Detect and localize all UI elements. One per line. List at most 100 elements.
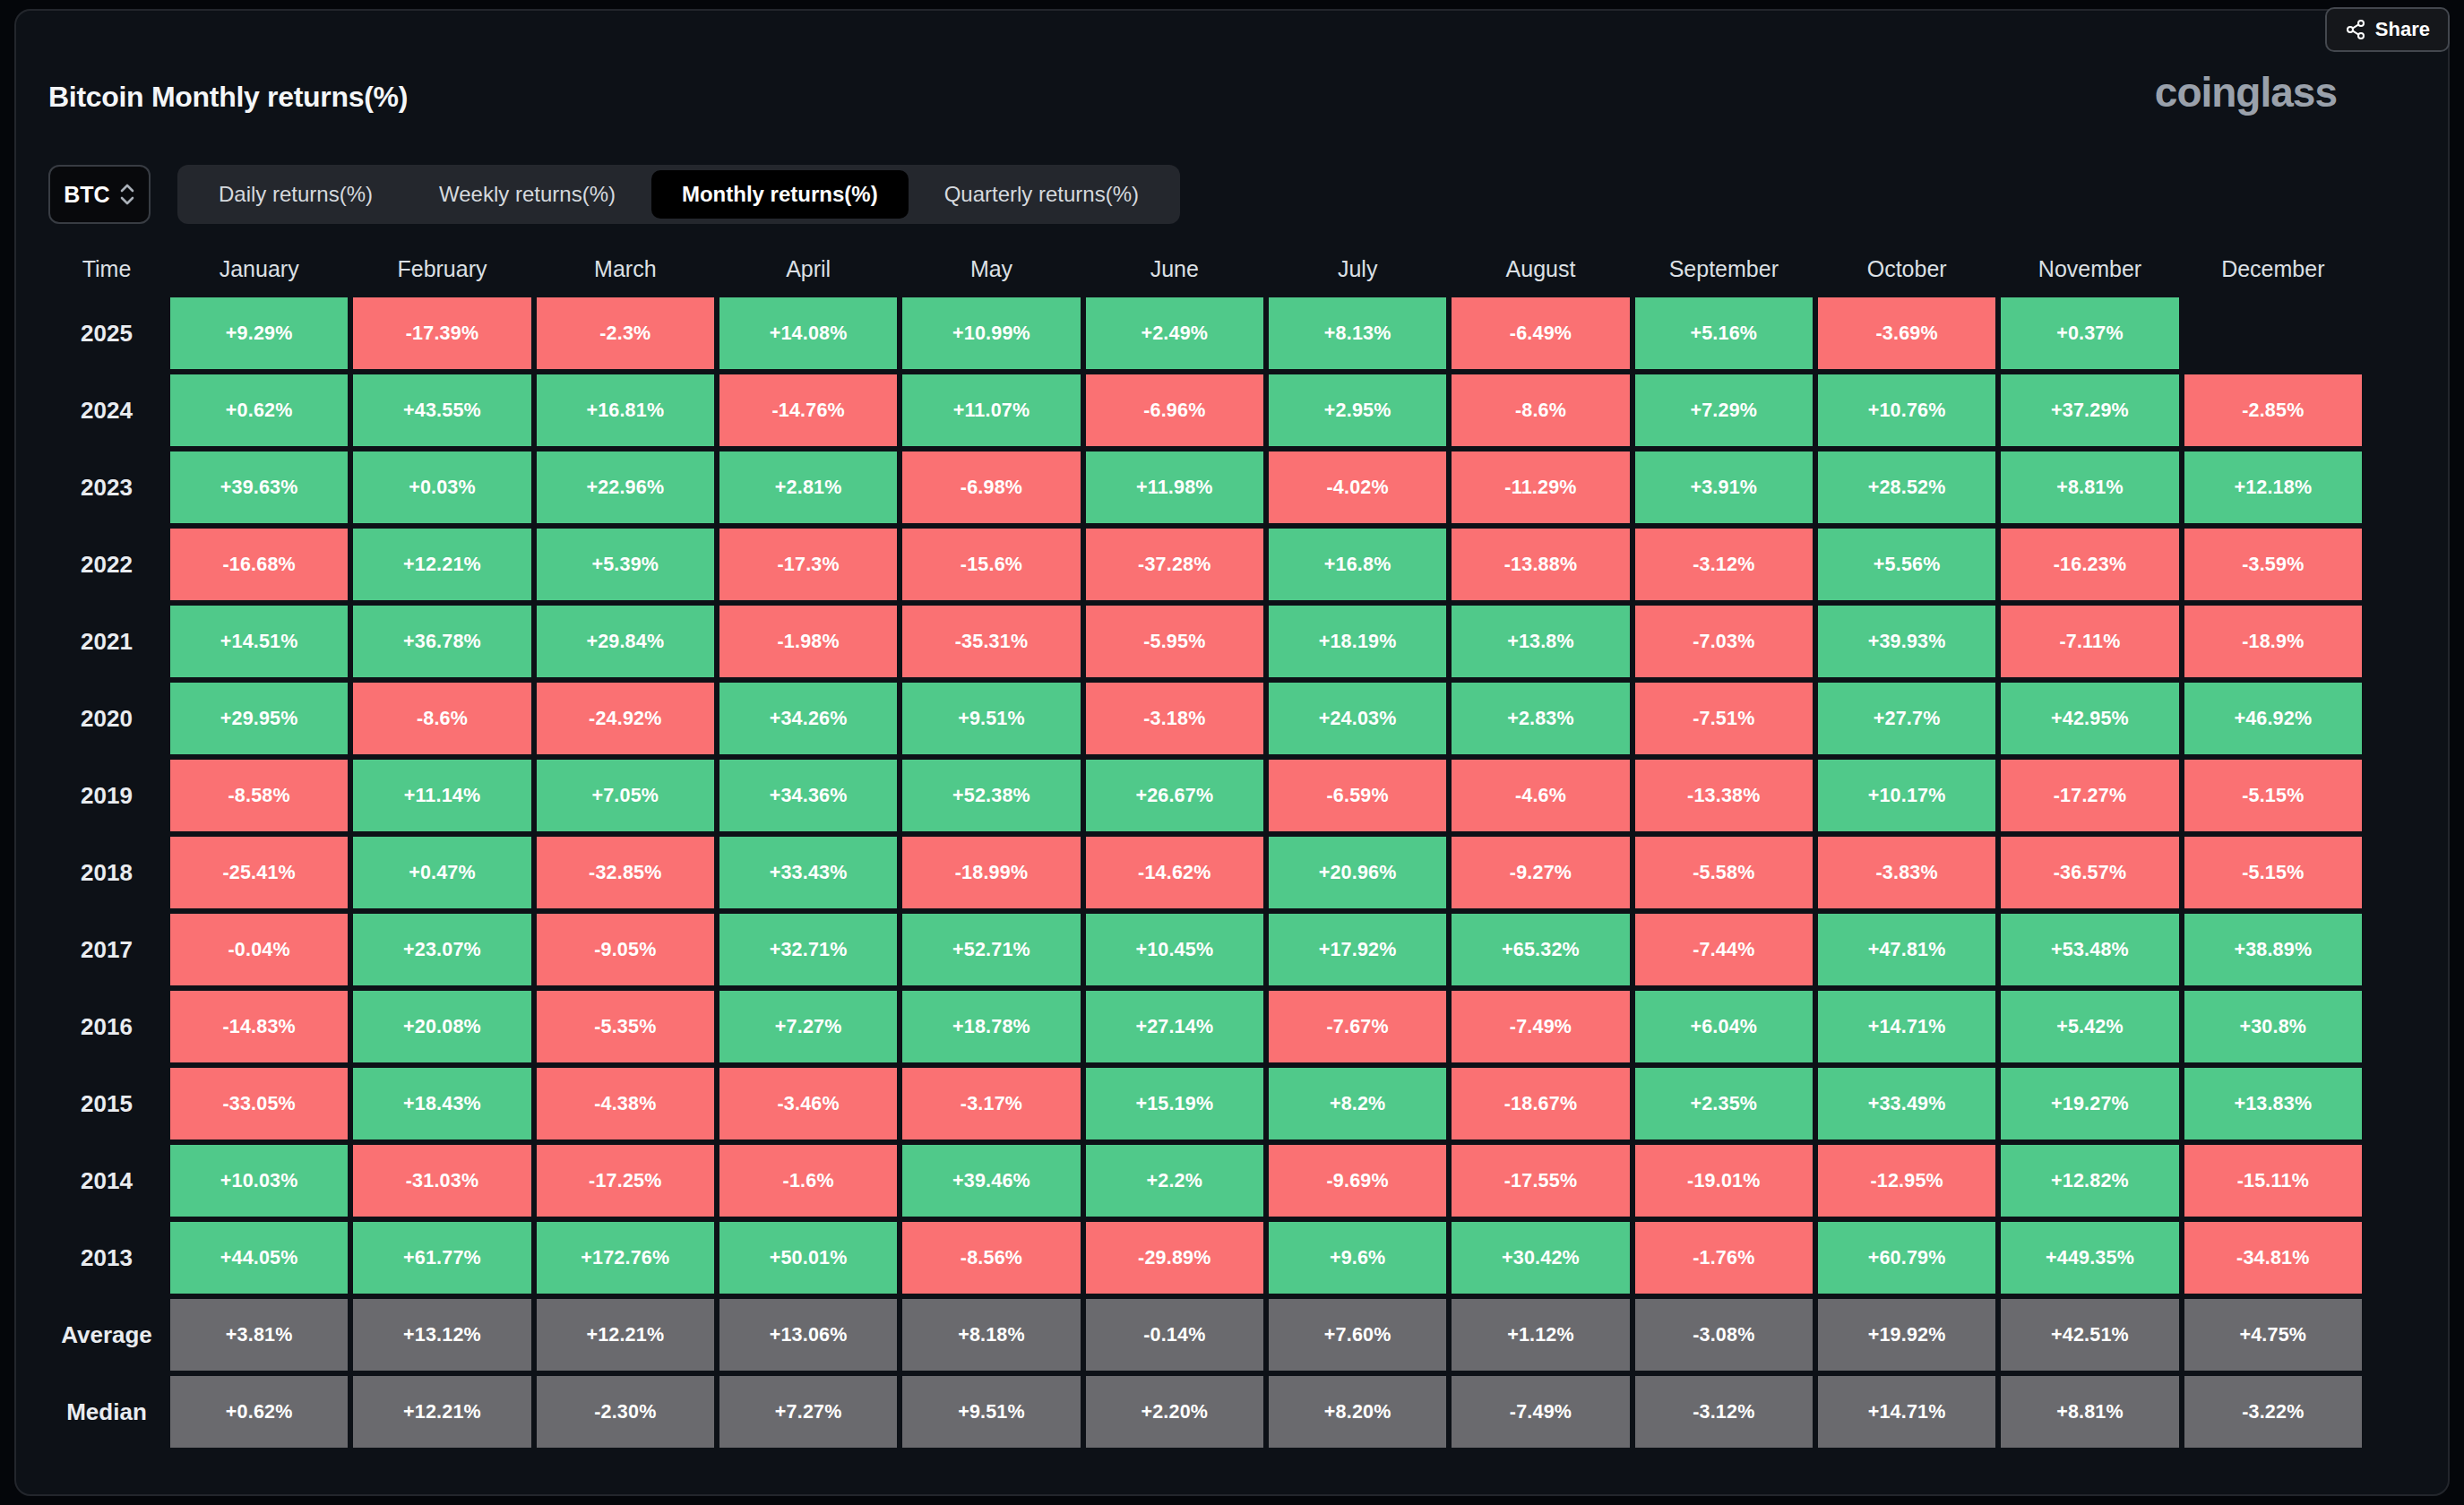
- table-cell: -3.83%: [1818, 837, 1995, 908]
- table-cell: +7.05%: [537, 760, 714, 831]
- table-cell: +5.56%: [1818, 529, 1995, 600]
- table-cell: +36.78%: [353, 606, 530, 677]
- table-cell: +27.7%: [1818, 683, 1995, 754]
- month-header-july: July: [1269, 245, 1446, 292]
- symbol-select[interactable]: BTC: [48, 165, 151, 224]
- table-cell: +29.84%: [537, 606, 714, 677]
- table-cell: -17.25%: [537, 1145, 714, 1217]
- table-cell: +8.18%: [902, 1299, 1080, 1371]
- table-cell: +28.52%: [1818, 452, 1995, 523]
- table-cell: -17.55%: [1452, 1145, 1629, 1217]
- table-cell: +10.17%: [1818, 760, 1995, 831]
- table-cell: -9.05%: [537, 914, 714, 985]
- table-cell: +2.20%: [1086, 1376, 1263, 1448]
- table-cell: -3.12%: [1635, 1376, 1813, 1448]
- table-cell: -3.46%: [719, 1068, 897, 1140]
- table-cell: +5.39%: [537, 529, 714, 600]
- table-cell: +32.71%: [719, 914, 897, 985]
- table-cell: -37.28%: [1086, 529, 1263, 600]
- table-cell: -1.6%: [719, 1145, 897, 1217]
- table-cell: +4.75%: [2184, 1299, 2362, 1371]
- row-label-2021: 2021: [48, 606, 165, 677]
- table-cell: +50.01%: [719, 1222, 897, 1294]
- table-cell: +23.07%: [353, 914, 530, 985]
- month-header-december: December: [2184, 245, 2362, 292]
- table-cell: -16.68%: [170, 529, 348, 600]
- table-cell: +0.62%: [170, 374, 348, 446]
- table-cell: +11.07%: [902, 374, 1080, 446]
- table-cell: -7.67%: [1269, 991, 1446, 1062]
- table-cell: -5.58%: [1635, 837, 1813, 908]
- table-cell: +22.96%: [537, 452, 714, 523]
- table-cell: +7.27%: [719, 1376, 897, 1448]
- tab-weekly-returns[interactable]: Weekly returns(%): [409, 170, 646, 219]
- table-cell: +20.96%: [1269, 837, 1446, 908]
- table-cell: +34.36%: [719, 760, 897, 831]
- table-cell: -8.6%: [353, 683, 530, 754]
- table-cell: -24.92%: [537, 683, 714, 754]
- table-cell: +12.21%: [353, 529, 530, 600]
- share-icon: [2345, 19, 2366, 40]
- table-cell: -11.29%: [1452, 452, 1629, 523]
- table-cell: +2.81%: [719, 452, 897, 523]
- table-cell: +47.81%: [1818, 914, 1995, 985]
- month-header-september: September: [1635, 245, 1813, 292]
- table-cell: +42.95%: [2001, 683, 2178, 754]
- table-cell: +1.12%: [1452, 1299, 1629, 1371]
- table-cell: -7.11%: [2001, 606, 2178, 677]
- table-cell: +0.47%: [353, 837, 530, 908]
- table-cell: -2.85%: [2184, 374, 2362, 446]
- table-cell: +13.8%: [1452, 606, 1629, 677]
- table-cell: -18.99%: [902, 837, 1080, 908]
- table-cell: -18.9%: [2184, 606, 2362, 677]
- table-cell: -6.98%: [902, 452, 1080, 523]
- table-cell: -3.69%: [1818, 297, 1995, 369]
- table-cell: -5.15%: [2184, 760, 2362, 831]
- table-cell: +34.26%: [719, 683, 897, 754]
- table-cell: [2184, 297, 2362, 369]
- share-button[interactable]: Share: [2325, 7, 2450, 52]
- table-cell: +2.95%: [1269, 374, 1446, 446]
- table-cell: +18.19%: [1269, 606, 1446, 677]
- month-header-january: January: [170, 245, 348, 292]
- tab-quarterly-returns[interactable]: Quarterly returns(%): [914, 170, 1169, 219]
- table-cell: -19.01%: [1635, 1145, 1813, 1217]
- table-cell: +12.21%: [537, 1299, 714, 1371]
- table-cell: +39.46%: [902, 1145, 1080, 1217]
- table-cell: +24.03%: [1269, 683, 1446, 754]
- table-cell: -7.51%: [1635, 683, 1813, 754]
- table-cell: +44.05%: [170, 1222, 348, 1294]
- table-cell: +29.95%: [170, 683, 348, 754]
- table-cell: -8.56%: [902, 1222, 1080, 1294]
- table-cell: -31.03%: [353, 1145, 530, 1217]
- table-cell: -36.57%: [2001, 837, 2178, 908]
- table-cell: +33.49%: [1818, 1068, 1995, 1140]
- table-cell: -13.88%: [1452, 529, 1629, 600]
- month-header-august: August: [1452, 245, 1629, 292]
- table-cell: -17.27%: [2001, 760, 2178, 831]
- table-cell: -6.59%: [1269, 760, 1446, 831]
- table-cell: -14.76%: [719, 374, 897, 446]
- row-label-2022: 2022: [48, 529, 165, 600]
- table-cell: -32.85%: [537, 837, 714, 908]
- tab-monthly-returns[interactable]: Monthly returns(%): [651, 170, 909, 219]
- table-cell: -1.98%: [719, 606, 897, 677]
- table-cell: -17.39%: [353, 297, 530, 369]
- row-label-2014: 2014: [48, 1145, 165, 1217]
- tab-daily-returns[interactable]: Daily returns(%): [188, 170, 403, 219]
- table-cell: -5.15%: [2184, 837, 2362, 908]
- table-cell: -3.18%: [1086, 683, 1263, 754]
- table-cell: +17.92%: [1269, 914, 1446, 985]
- month-header-march: March: [537, 245, 714, 292]
- table-cell: +10.99%: [902, 297, 1080, 369]
- table-cell: +13.06%: [719, 1299, 897, 1371]
- table-cell: +10.03%: [170, 1145, 348, 1217]
- table-cell: +13.83%: [2184, 1068, 2362, 1140]
- table-cell: +2.35%: [1635, 1068, 1813, 1140]
- row-label-2024: 2024: [48, 374, 165, 446]
- table-cell: +9.6%: [1269, 1222, 1446, 1294]
- row-label-2015: 2015: [48, 1068, 165, 1140]
- table-cell: -4.38%: [537, 1068, 714, 1140]
- table-cell: +12.21%: [353, 1376, 530, 1448]
- table-cell: -4.6%: [1452, 760, 1629, 831]
